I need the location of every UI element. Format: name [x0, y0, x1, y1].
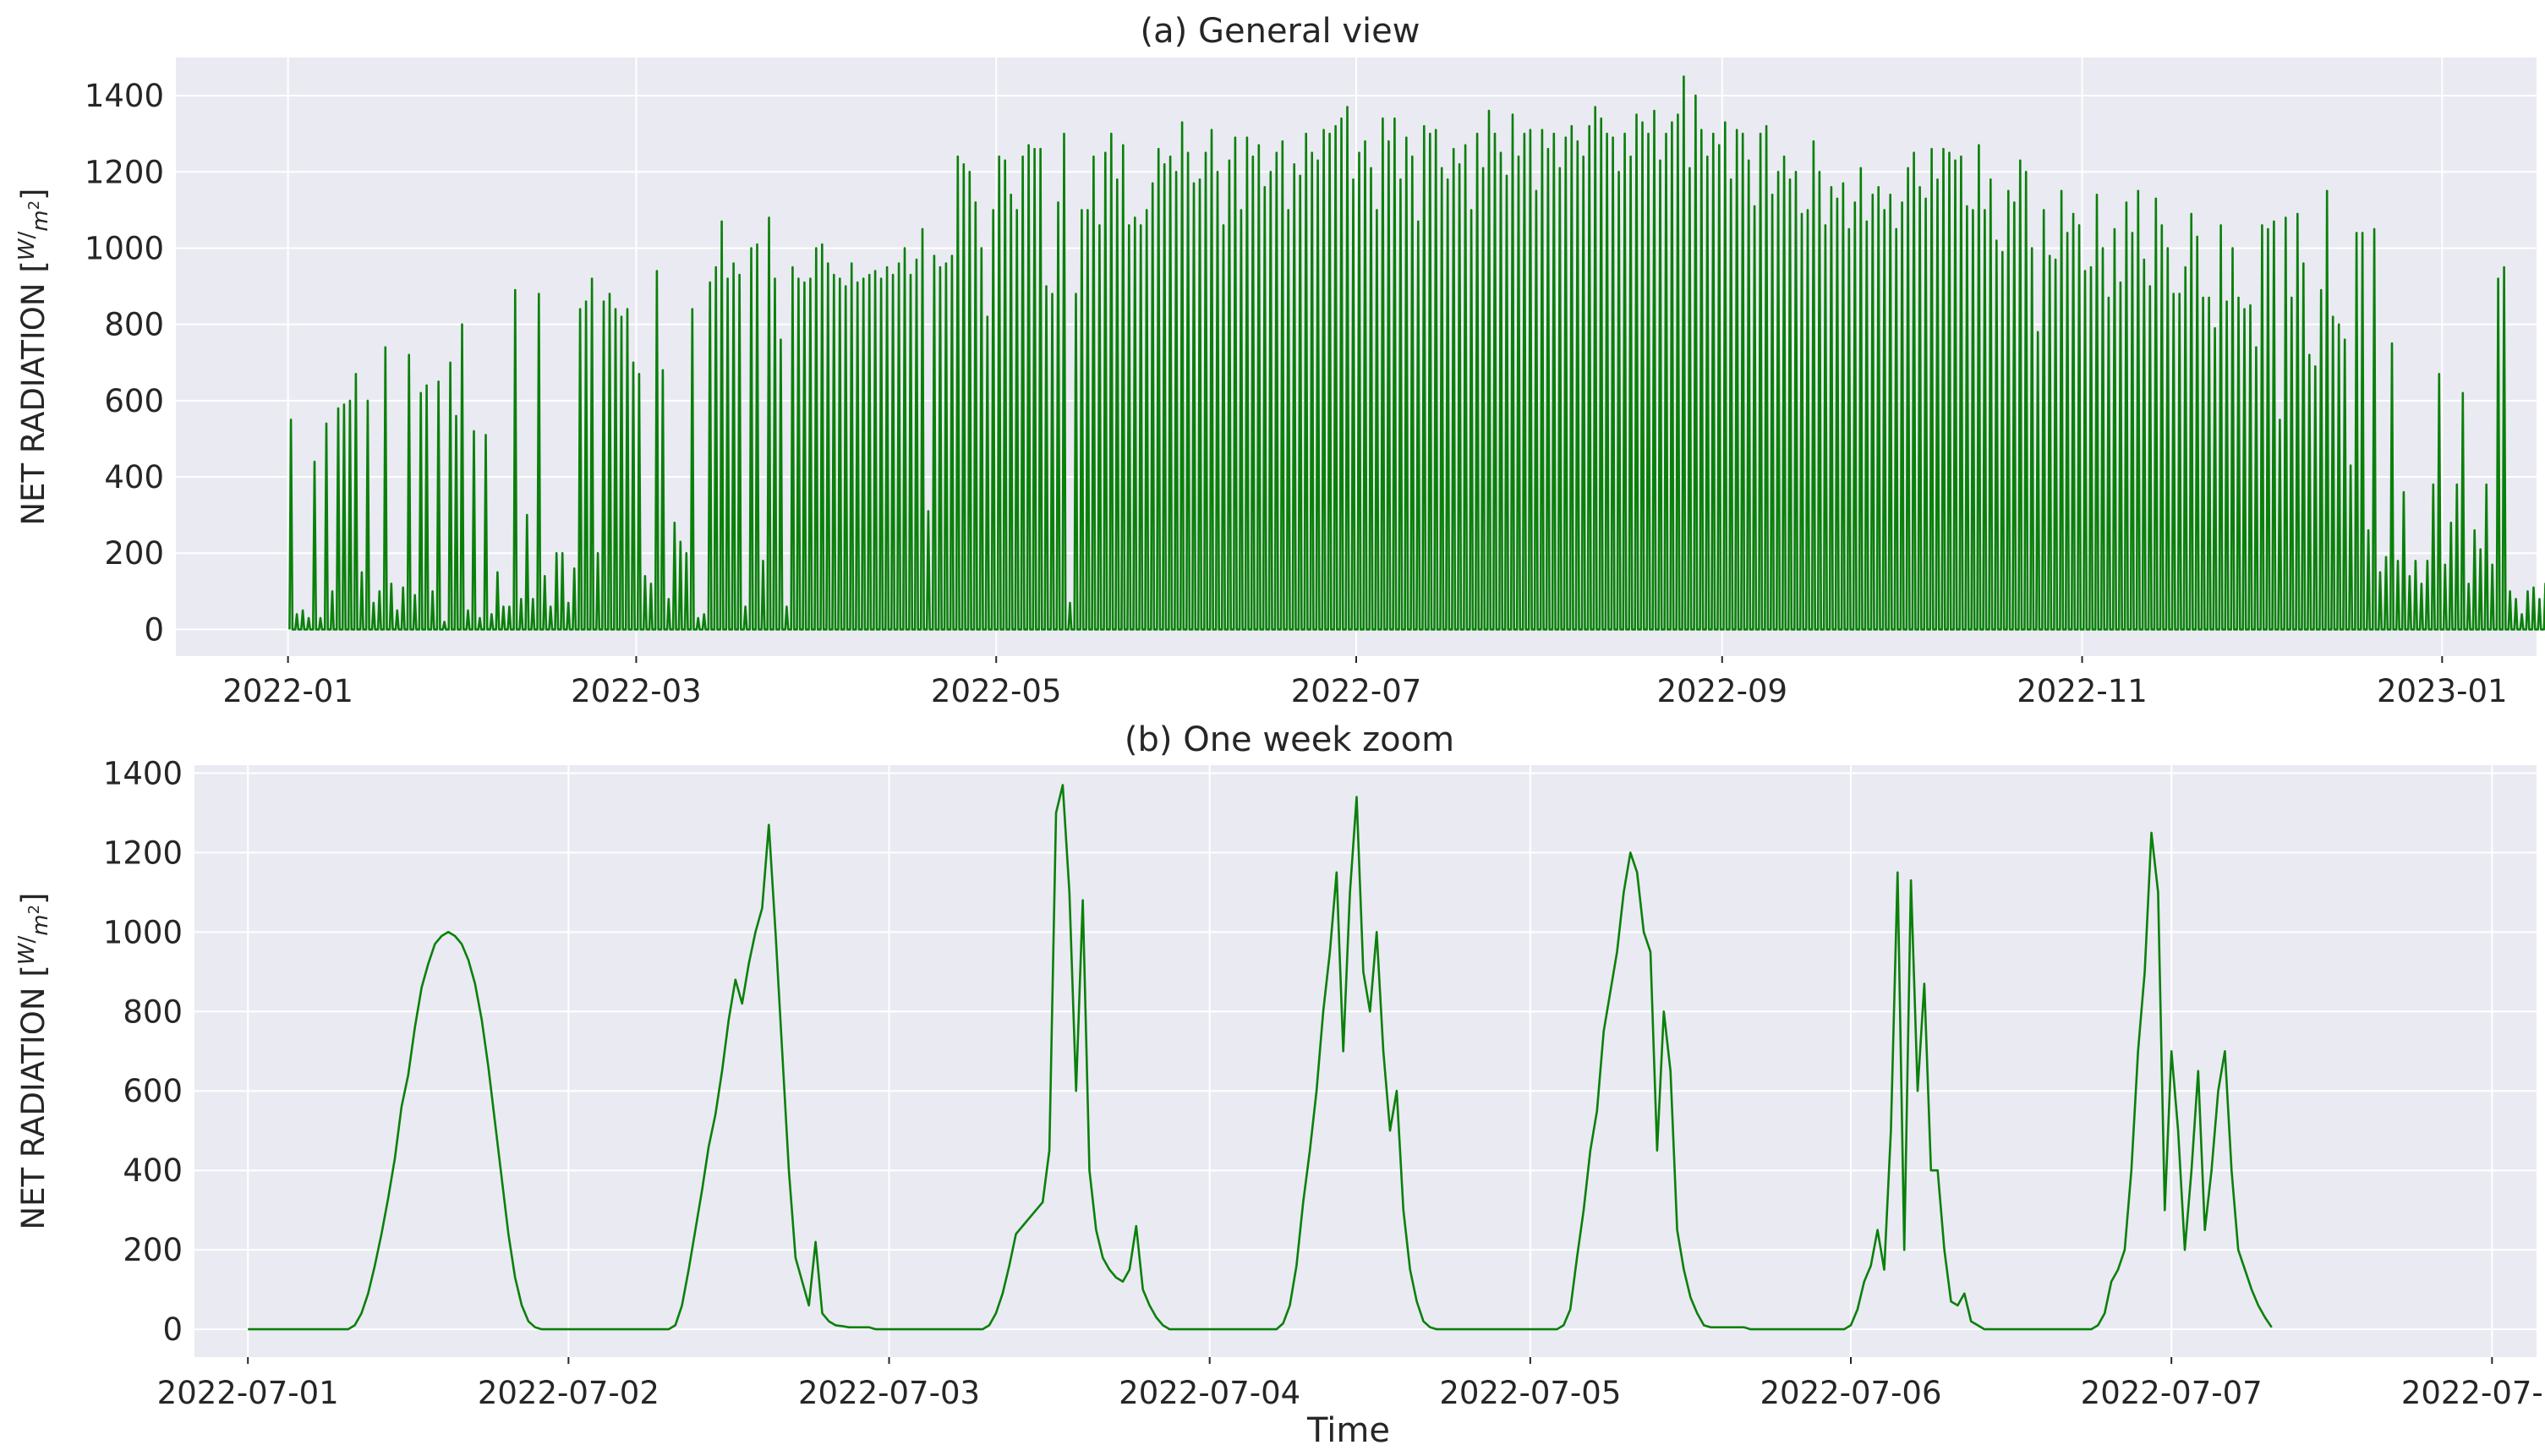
y-axis-unit-exponent: 2 [25, 905, 43, 914]
y-axis-unit-slash: / [14, 935, 40, 943]
y-axis-unit-numerator: W [14, 942, 40, 965]
y-tick-label: 200 [123, 1232, 183, 1268]
y-tick-label: 0 [162, 1311, 183, 1348]
y-tick-label: 1200 [85, 154, 164, 190]
y-tick-label: 1000 [103, 914, 183, 950]
plot-area [194, 765, 2537, 1357]
y-axis-label-bracket: ] [15, 189, 52, 200]
y-axis-unit-denominator: m [28, 914, 53, 935]
x-tick-label: 2022-09 [1656, 673, 1787, 709]
net-radiation-line [248, 784, 2273, 1331]
x-tick-label: 2022-07-02 [478, 1375, 660, 1411]
y-tick-label: 800 [123, 993, 183, 1030]
x-tick-label: 2022-01 [222, 673, 353, 709]
x-tick-label: 2022-07-03 [798, 1375, 980, 1411]
y-tick-label: 800 [104, 307, 164, 343]
x-tick-label: 2022-07-08 [2401, 1375, 2545, 1411]
chart-title: (b) One week zoom [1125, 720, 1454, 759]
y-axis-label-main: NET RADIATION [ [15, 260, 52, 525]
y-tick-label: 1000 [85, 230, 164, 266]
y-axis-label: NET RADIATION [W/m2] [14, 893, 53, 1230]
panel-one-week-zoom: 0 200 400 600 800 1000 1200 1400 2022-07-01 2022-… [14, 720, 2545, 1450]
x-tick-label: 2022-05 [931, 673, 1062, 709]
y-axis-unit-numerator: W [14, 238, 40, 260]
x-tick-label: 2022-07-05 [1439, 1375, 1621, 1411]
x-tick-label: 2022-07-04 [1119, 1375, 1300, 1411]
x-tick-label: 2022-07-06 [1760, 1375, 1941, 1411]
y-tick-label: 1400 [103, 755, 183, 791]
net-radiation-line [288, 75, 2545, 631]
x-tick-label: 2022-03 [571, 673, 702, 709]
panel-general-view: 0 200 400 600 800 1000 1200 1400 2022-01 2022-03 2… [14, 12, 2545, 709]
x-tick-label: 2022-07-07 [2081, 1375, 2263, 1411]
y-axis-unit-slash: / [14, 231, 40, 238]
y-axis-label-main: NET RADIATION [ [15, 965, 52, 1229]
y-tick-label: 400 [123, 1152, 183, 1189]
y-tick-label: 600 [123, 1073, 183, 1109]
y-axis-unit-exponent: 2 [25, 200, 43, 210]
x-axis-label: Time [1306, 1411, 1390, 1450]
y-axis-label-bracket: ] [15, 893, 52, 905]
x-tick-label: 2022-11 [2017, 673, 2148, 709]
x-tick-label: 2022-07-01 [157, 1375, 339, 1411]
y-tick-label: 400 [104, 459, 164, 495]
y-tick-label: 0 [144, 611, 164, 648]
y-tick-label: 1200 [103, 835, 183, 871]
chart-title: (a) General view [1141, 12, 1420, 51]
y-axis-unit-denominator: m [28, 210, 53, 231]
y-axis-label: NET RADIATION [W/m2] [14, 189, 53, 526]
y-tick-label: 200 [104, 535, 164, 572]
x-tick-label: 2023-01 [2377, 673, 2508, 709]
y-tick-label: 600 [104, 383, 164, 419]
y-tick-label: 1400 [85, 78, 164, 114]
x-tick-label: 2022-07 [1291, 673, 1422, 709]
